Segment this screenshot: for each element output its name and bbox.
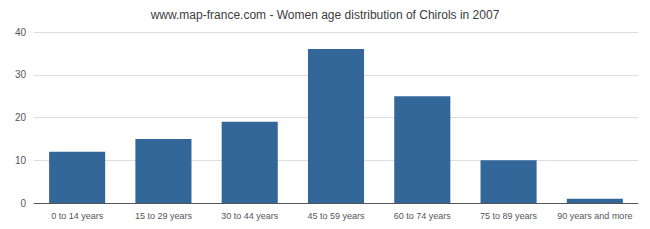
svg-text:10: 10 xyxy=(15,155,27,166)
svg-text:90 years and more: 90 years and more xyxy=(557,211,632,221)
svg-text:0: 0 xyxy=(20,198,26,209)
svg-text:45 to 59 years: 45 to 59 years xyxy=(307,211,365,221)
svg-text:30: 30 xyxy=(15,69,27,80)
svg-text:40: 40 xyxy=(15,27,27,38)
svg-text:75 to 89 years: 75 to 89 years xyxy=(480,211,538,221)
svg-text:60 to 74 years: 60 to 74 years xyxy=(394,211,452,221)
svg-text:15 to 29 years: 15 to 29 years xyxy=(135,211,193,221)
svg-text:20: 20 xyxy=(15,112,27,123)
svg-text:0 to 14 years: 0 to 14 years xyxy=(51,211,104,221)
svg-text:30 to 44 years: 30 to 44 years xyxy=(221,211,279,221)
svg-text:www.map-france.com - Women age: www.map-france.com - Women age distribut… xyxy=(150,8,500,22)
